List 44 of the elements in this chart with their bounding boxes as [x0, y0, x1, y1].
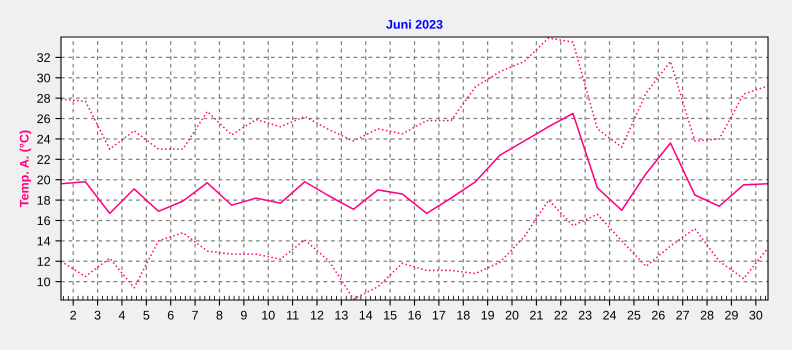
- chart-title: Juni 2023: [386, 20, 443, 29]
- x-tick-label: 28: [700, 310, 714, 320]
- x-tick-label: 2: [70, 310, 76, 320]
- y-tick-label: 16: [38, 216, 50, 226]
- x-tick-label: 10: [262, 310, 275, 320]
- line-series: [61, 112, 768, 214]
- x-tick-label: 5: [143, 310, 150, 320]
- x-tick-label: 14: [360, 310, 372, 320]
- y-tick-label: 32: [37, 53, 50, 62]
- x-tick-label: 24: [603, 310, 616, 320]
- x-tick-label: 3: [94, 310, 100, 320]
- y-tick-label: 18: [38, 196, 50, 205]
- x-tick-label: 30: [749, 310, 762, 320]
- y-tick-label: 12: [38, 257, 50, 266]
- y-tick-label: 14: [38, 236, 50, 246]
- x-tick-label: 17: [432, 310, 446, 320]
- x-tick-label: 20: [506, 310, 518, 320]
- x-tick-label: 27: [676, 310, 689, 320]
- x-tick-label: 13: [335, 310, 348, 320]
- y-tick-label: 22: [37, 155, 50, 164]
- y-tick-label: 10: [38, 277, 50, 286]
- x-tick-label: 11: [287, 310, 298, 320]
- y-axis-title: Temp. A. (°C): [19, 130, 32, 207]
- x-tick-label: 9: [240, 310, 247, 320]
- x-tick-label: 4: [118, 310, 126, 320]
- x-tick-label: 12: [310, 310, 324, 320]
- x-tick-label: 8: [216, 310, 222, 320]
- y-tick-label: 28: [37, 94, 50, 103]
- x-tick-label: 25: [628, 310, 640, 320]
- x-tick-label: 18: [457, 310, 470, 320]
- x-tick-label: 6: [168, 310, 174, 320]
- x-tick-label: 16: [408, 310, 421, 320]
- x-tick-label: 21: [530, 310, 543, 320]
- y-tick-label: 24: [37, 134, 50, 144]
- x-tick-label: 22: [554, 310, 568, 320]
- x-tick-label: 29: [725, 310, 738, 320]
- x-tick-label: 7: [192, 310, 198, 320]
- y-tick-label: 26: [37, 114, 50, 124]
- x-tick-label: 15: [384, 310, 397, 320]
- y-tick-label: 20: [37, 176, 50, 184]
- x-tick-label: 19: [482, 310, 494, 320]
- x-tick-label: 26: [652, 310, 665, 320]
- y-tick-label: 30: [37, 74, 50, 82]
- x-tick-label: 23: [578, 310, 592, 320]
